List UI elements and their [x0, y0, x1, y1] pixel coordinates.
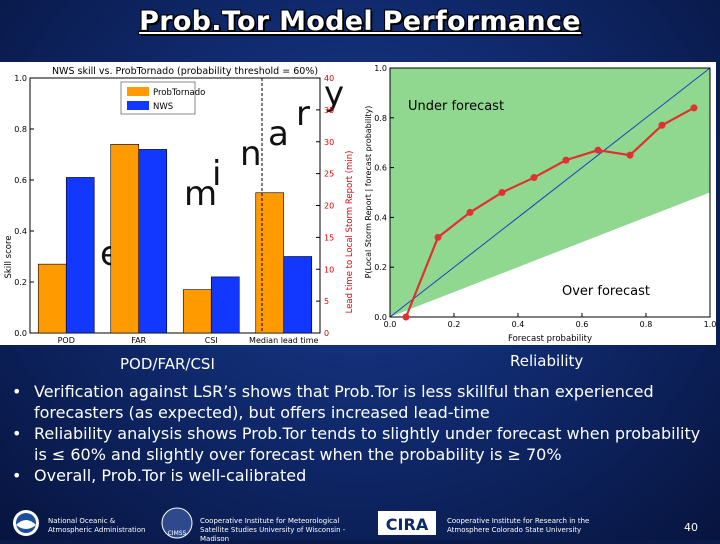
bar-probtornado-median-lead-time [255, 192, 285, 334]
bar-chart: NWS skill vs. ProbTornado (probability t… [0, 62, 365, 345]
bar-y2tick-label: 15 [324, 233, 334, 242]
rel-ytick-label: 0.8 [374, 114, 387, 123]
rel-ytick-label: 0.6 [374, 164, 387, 173]
bullet-item: Verification against LSR’s shows that Pr… [10, 381, 718, 423]
rel-xtick-label: 0.8 [640, 320, 653, 329]
watermark-letter: i [212, 154, 221, 194]
bar-y2tick-label: 25 [324, 170, 334, 179]
rel-plot-frame [389, 67, 711, 318]
bar-probtornado-csi [182, 289, 212, 334]
rel-point [626, 151, 634, 159]
bullet-list: Verification against LSR’s shows that Pr… [10, 381, 718, 486]
bar-xtick-label: POD [58, 336, 75, 345]
bar-xtick-label: Median lead time [249, 336, 318, 345]
rel-xlabel: Forecast probability [508, 334, 592, 344]
bar-y2tick-label: 40 [324, 74, 334, 83]
caption-pod-far-csi: POD/FAR/CSI [120, 355, 215, 373]
rel-annotation-over: Over forecast [562, 284, 650, 299]
rel-point [434, 233, 442, 241]
footer-noaa-text: National Oceanic & Atmospheric Administr… [48, 517, 146, 534]
page-number: 40 [684, 521, 698, 534]
rel-no-skill-region [390, 192, 710, 317]
caption-reliability: Reliability [510, 352, 584, 370]
footer-cira-text: Cooperative Institute for Research in th… [447, 517, 590, 534]
rel-ytick-label: 0.0 [374, 313, 387, 322]
rel-xtick-label: 0.2 [448, 320, 461, 329]
watermark-letter: m [184, 174, 217, 214]
bar-ytick-label: 0.4 [14, 227, 27, 236]
bar-nws-pod [65, 177, 95, 334]
watermark-letter: r [296, 94, 310, 134]
rel-series-line [404, 106, 695, 318]
rel-point [402, 313, 410, 321]
rel-xtick-label: 0.0 [384, 320, 397, 329]
rel-annotation-under: Under forecast [408, 99, 504, 114]
bar-y2tick-label: 20 [324, 202, 334, 211]
bar-y2tick-label: 10 [324, 265, 334, 274]
bar-xtick-label: CSI [205, 336, 218, 345]
bar-ytick-label: 0.0 [14, 329, 27, 338]
rel-point [562, 156, 570, 164]
slide-title: Prob.Tor Model Performance [139, 6, 581, 37]
watermark-letter: n [240, 134, 262, 174]
legend-swatch-nws [127, 101, 149, 110]
rel-xtick-label: 0.4 [512, 320, 525, 329]
rel-point [690, 104, 698, 112]
bar-nws-median-lead-time [283, 256, 313, 334]
rel-point [658, 121, 666, 129]
footer: National Oceanic & Atmospheric Administr… [0, 505, 720, 543]
rel-point [530, 174, 538, 182]
reliability-chart: 0.0 0.2 0.4 0.6 0.8 1.0 0.0 0.2 0.4 0.6 0.8 1.0 Un… [362, 62, 716, 345]
bar-ytick-label: 1.0 [14, 74, 27, 83]
bar-legend: ProbTornado NWS [120, 81, 205, 115]
watermark-letter: y [324, 74, 344, 114]
rel-ytick-label: 0.2 [374, 263, 387, 272]
noaa-logo-icon [13, 510, 39, 536]
bar-xtick-label: FAR [131, 336, 146, 345]
footer-cimss-text: Cooperative Institute for Meteorological… [200, 517, 346, 543]
bar-probtornado-far [110, 144, 140, 334]
bar-y2tick-label: 35 [324, 106, 334, 115]
legend-swatch-probtornado [127, 87, 149, 96]
bar-nws-far [138, 149, 168, 334]
legend-nws: NWS [153, 102, 173, 112]
bar-ytick-label: 0.8 [14, 125, 27, 134]
rel-point [594, 146, 602, 154]
watermark-letter: a [268, 114, 289, 154]
bar-ytick-label: 0.2 [14, 278, 27, 287]
bar-y2tick-label: 30 [324, 138, 334, 147]
bar-y2label: Lead time to Local Storm Report (min) [345, 151, 355, 314]
bar-y2tick-label: 0 [324, 329, 329, 338]
bullet-item: Overall, Prob.Tor is well-calibrated [10, 465, 718, 486]
cimss-logo-icon: CIMSS [161, 507, 193, 539]
bullet-item: Reliability analysis shows Prob.Tor tend… [10, 423, 718, 465]
cira-logo-icon: CIRA [378, 511, 436, 535]
rel-point [466, 208, 474, 216]
rel-xtick-label: 1.0 [704, 320, 716, 329]
svg-text:CIMSS: CIMSS [168, 530, 187, 537]
bar-probtornado-pod [37, 263, 67, 334]
rel-ytick-label: 1.0 [374, 64, 387, 73]
rel-point [498, 189, 506, 196]
svg-text:CIRA: CIRA [386, 515, 429, 534]
bar-ylabel: Skill score [4, 236, 14, 279]
bar-nws-csi [210, 276, 240, 334]
bar-y2tick-label: 5 [324, 297, 329, 306]
bar-ytick-label: 0.6 [14, 176, 27, 185]
rel-ytick-label: 0.4 [374, 213, 387, 222]
legend-probtornado: ProbTornado [153, 88, 205, 98]
rel-ylabel: P(Local Storm Report | forecast probabil… [364, 106, 373, 279]
rel-xtick-label: 0.6 [576, 320, 589, 329]
rel-perfect-line [389, 67, 711, 318]
bar-chart-title: NWS skill vs. ProbTornado (probability t… [52, 66, 318, 77]
